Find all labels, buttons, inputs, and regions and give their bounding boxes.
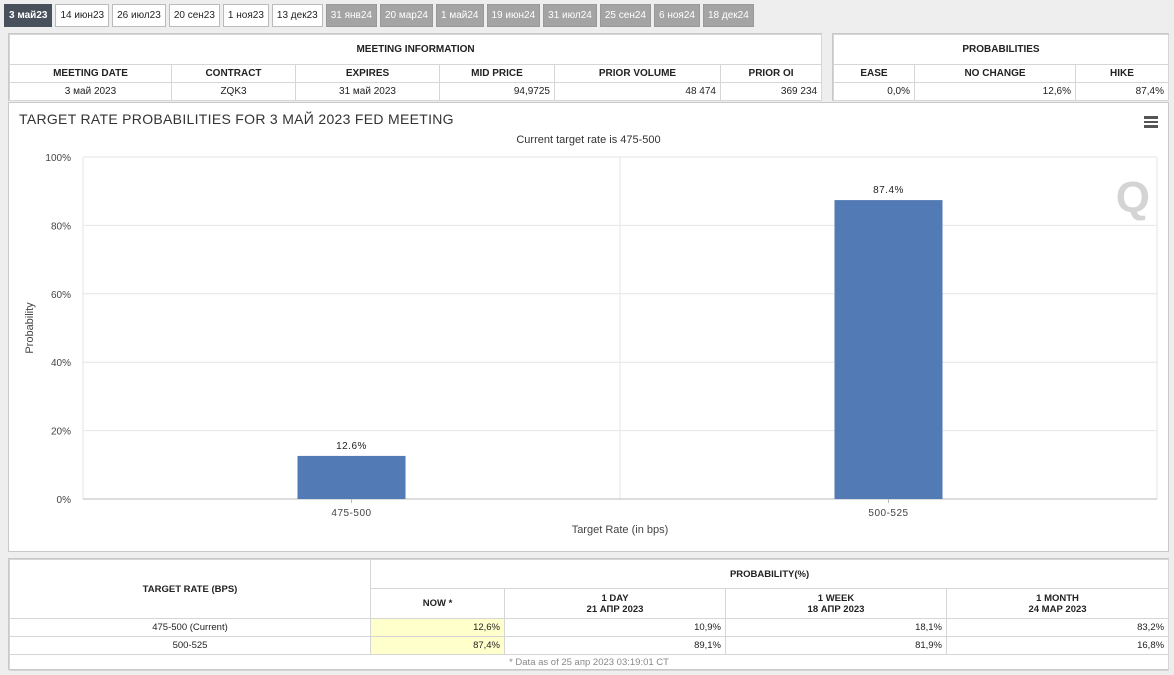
meeting-info-table: MEETING INFORMATION MEETING DATE CONTRAC… — [8, 34, 823, 101]
hike-value: 87,4% — [1075, 82, 1169, 101]
hamburger-menu-icon[interactable] — [1144, 116, 1158, 128]
probability-cell: 12,6% — [370, 618, 505, 637]
column-header: CONTRACT — [171, 64, 296, 83]
no-change-value: 12,6% — [914, 82, 1076, 101]
meeting-tab[interactable]: 19 июн24 — [486, 4, 541, 27]
meeting-date-value: 3 май 2023 — [9, 82, 172, 101]
y-tick-label: 80% — [51, 221, 71, 232]
data-label: 12.6% — [336, 441, 367, 452]
probabilities-title: PROBABILITIES — [833, 34, 1169, 65]
meeting-tab[interactable]: 26 июл23 — [112, 4, 166, 27]
bar — [834, 200, 943, 499]
column-header: MEETING DATE — [9, 64, 172, 83]
ease-value: 0,0% — [833, 82, 915, 101]
quikstrike-logo: Q — [1115, 173, 1150, 222]
mid-price-value: 94,9725 — [439, 82, 555, 101]
meeting-tab[interactable]: 1 май24 — [436, 4, 484, 27]
probability-cell: 18,1% — [725, 618, 947, 637]
x-tick-label: 475-500 — [331, 508, 371, 519]
y-tick-label: 20% — [51, 427, 71, 438]
meeting-tab[interactable]: 14 июн23 — [55, 4, 110, 27]
prior-oi-value: 369 234 — [719, 82, 823, 101]
bar-chart: 0% 20% 40% 60% 80% 100% 12.6% 475-500 87.4% 500-5… — [24, 153, 1158, 536]
one-day-header: 1 DAY 21 АПР 2023 — [504, 588, 726, 619]
meeting-tab[interactable]: 31 июл24 — [543, 4, 597, 27]
data-footnote: * Data as of 25 апр 2023 03:19:01 CT — [8, 654, 1170, 671]
probability-cell: 83,2% — [945, 618, 1170, 637]
y-tick-label: 40% — [51, 358, 71, 369]
meeting-tab[interactable]: 25 сен24 — [599, 4, 651, 27]
meeting-tab[interactable]: 6 ноя24 — [653, 4, 700, 27]
meeting-tab[interactable]: 1 ноя23 — [222, 4, 269, 27]
target-rate-cell: 475-500 (Current) — [9, 618, 371, 637]
one-week-header: 1 WEEK 18 АПР 2023 — [725, 588, 947, 619]
meeting-tab[interactable]: 13 дек23 — [271, 4, 323, 27]
meeting-tab[interactable]: 31 янв24 — [325, 4, 377, 27]
meeting-tab[interactable]: 3 май23 — [4, 4, 53, 27]
chart-title: TARGET RATE PROBABILITIES FOR 3 МАЙ 2023… — [19, 111, 454, 127]
x-axis-title: Target Rate (in bps) — [572, 524, 669, 536]
target-rate-header: TARGET RATE (BPS) — [9, 559, 371, 619]
chart-panel: TARGET RATE PROBABILITIES FOR 3 МАЙ 2023… — [8, 102, 1169, 552]
column-header: EASE — [833, 64, 915, 83]
probability-table-panel: TARGET RATE (BPS) PROBABILITY(%) NOW * 1… — [8, 558, 1170, 671]
one-month-header: 1 MONTH 24 МАР 2023 — [945, 588, 1170, 619]
target-rate-cell: 500-525 — [9, 636, 371, 655]
y-tick-label: 60% — [51, 290, 71, 301]
data-label: 87.4% — [873, 185, 904, 196]
probability-cell: 87,4% — [370, 636, 505, 655]
bar — [297, 455, 406, 499]
contract-value: ZQK3 — [171, 82, 296, 101]
chart-subtitle: Current target rate is 475-500 — [516, 134, 661, 146]
probabilities-table: PROBABILITIES EASE NO CHANGE HIKE 0,0% 1… — [833, 34, 1169, 101]
x-tick-label: 500-525 — [868, 508, 908, 519]
meeting-tab[interactable]: 20 сен23 — [168, 4, 220, 27]
probabilities-panel: PROBABILITIES EASE NO CHANGE HIKE 0,0% 1… — [832, 33, 1169, 101]
prior-volume-value: 48 474 — [554, 82, 721, 101]
y-tick-label: 0% — [57, 495, 72, 506]
probability-cell: 81,9% — [725, 636, 947, 655]
meeting-tab[interactable]: 18 дек24 — [702, 4, 754, 27]
meeting-tabs: 3 май23 14 июн23 26 июл23 20 сен23 1 ноя… — [4, 4, 757, 27]
column-header: NO CHANGE — [914, 64, 1076, 83]
column-header: MID PRICE — [439, 64, 555, 83]
column-header: EXPIRES — [295, 64, 440, 83]
meeting-info-title: MEETING INFORMATION — [8, 34, 823, 65]
table-row: 500-525 87,4% 89,1% 81,9% 16,8% — [9, 636, 1170, 655]
column-header: HIKE — [1075, 64, 1169, 83]
y-tick-label: 100% — [45, 153, 71, 164]
meeting-tab[interactable]: 20 мар24 — [379, 4, 433, 27]
expires-value: 31 май 2023 — [295, 82, 440, 101]
probability-table: TARGET RATE (BPS) PROBABILITY(%) NOW * 1… — [8, 559, 1170, 671]
probability-cell: 16,8% — [945, 636, 1170, 655]
column-header: PRIOR VOLUME — [554, 64, 721, 83]
column-header: PRIOR OI — [719, 64, 823, 83]
probability-cell: 89,1% — [504, 636, 726, 655]
now-header: NOW * — [370, 588, 505, 619]
probability-cell: 10,9% — [504, 618, 726, 637]
meeting-info-panel: MEETING INFORMATION MEETING DATE CONTRAC… — [8, 33, 823, 101]
probability-group-header: PROBABILITY(%) — [369, 559, 1170, 589]
table-row: 475-500 (Current) 12,6% 10,9% 18,1% 83,2… — [9, 618, 1170, 637]
y-axis-title: Probability — [24, 302, 36, 354]
